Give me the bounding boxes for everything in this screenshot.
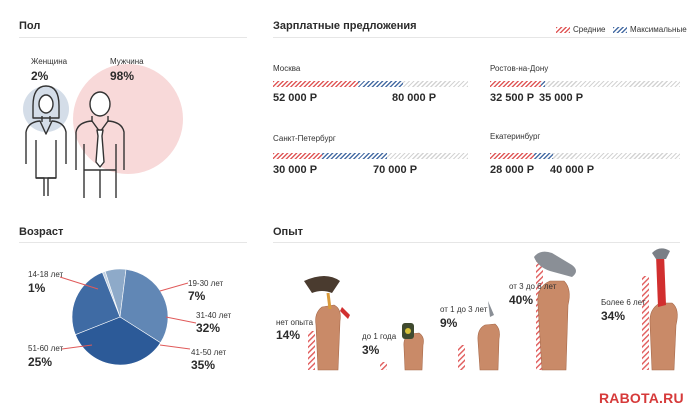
salary-title: Зарплатные предложения	[273, 20, 417, 32]
male-label: Мужчина	[110, 57, 144, 66]
experience-title: Опыт	[273, 226, 303, 238]
experience-label: от 1 до 3 лет	[440, 305, 488, 314]
pie-leader-line	[61, 344, 93, 350]
salary-avg-value: 52 000 Р	[273, 92, 318, 104]
age-percent: 25%	[28, 355, 53, 369]
experience-bar	[308, 331, 315, 370]
experience-bar-chart	[304, 248, 678, 371]
plunger-icon	[304, 276, 340, 293]
experience-label: от 3 до 6 лет	[509, 282, 557, 291]
salary-max-value: 35 000 Р	[539, 92, 584, 104]
pipe-icon	[534, 251, 576, 277]
age-label: 51-60 лет	[28, 344, 64, 353]
man-figure-icon	[75, 91, 125, 198]
legend-avg-label: Средние	[573, 25, 606, 34]
experience-percent: 9%	[440, 316, 458, 330]
salary-track	[490, 153, 680, 159]
salary-avg-value: 30 000 Р	[273, 164, 318, 176]
salary-avg-bar	[273, 153, 322, 159]
wrench-icon	[488, 301, 494, 317]
age-pie-chart	[59, 268, 197, 366]
salary-divider	[273, 37, 680, 38]
age-percent: 7%	[188, 289, 206, 303]
legend-max-label: Максимальные	[630, 25, 687, 34]
age-percent: 32%	[196, 321, 221, 335]
experience-bar	[642, 276, 649, 370]
experience-divider	[273, 242, 680, 243]
experience-label: до 1 года	[362, 332, 397, 341]
salary-max-bar	[273, 153, 387, 159]
experience-percent: 14%	[276, 328, 301, 342]
age-percent: 1%	[28, 281, 46, 295]
pie-leader-line	[159, 282, 189, 292]
pie-leader-line	[165, 316, 197, 324]
woman-figure-icon	[25, 85, 67, 196]
city-name: Ростов-на-Дону	[490, 64, 549, 73]
age-label: 31-40 лет	[196, 311, 232, 320]
age-divider	[19, 242, 247, 243]
gender-title: Пол	[19, 20, 41, 32]
experience-bar	[458, 345, 465, 370]
pie-slice	[74, 316, 161, 366]
experience-label: Более 6 лет	[601, 298, 646, 307]
pie-leader-line	[59, 276, 99, 290]
experience-percent: 40%	[509, 293, 534, 307]
experience-bar	[380, 362, 387, 370]
gender-figures	[23, 64, 183, 198]
tool-icons	[304, 248, 670, 339]
experience-percent: 34%	[601, 309, 626, 323]
salary-avg-bar	[490, 153, 534, 159]
pipe-wrench-icon	[656, 253, 666, 307]
salary-avg-bar	[273, 81, 358, 87]
arm-icon	[649, 302, 678, 371]
salary-avg-value: 28 000 Р	[490, 164, 535, 176]
city-name: Санкт-Петербург	[273, 134, 336, 143]
arm-icon	[537, 280, 570, 371]
arm-illustrations	[315, 280, 678, 371]
city-name: Екатеринбург	[490, 132, 541, 141]
salary-avg-bar	[490, 81, 541, 87]
arm-icon	[315, 304, 341, 371]
experience-percent: 3%	[362, 343, 380, 357]
age-label: 14-18 лет	[28, 270, 64, 279]
female-label: Женщина	[31, 57, 68, 66]
legend-max-swatch	[613, 27, 627, 33]
pie-leader-line	[159, 344, 191, 350]
age-label: 41-50 лет	[191, 348, 227, 357]
rabota-logo: RABOTA.RU	[599, 390, 684, 406]
salary-track	[490, 81, 680, 87]
gender-divider	[19, 37, 247, 38]
pie-slice	[71, 271, 121, 336]
age-percent: 35%	[191, 358, 216, 372]
city-name: Москва	[273, 64, 301, 73]
arm-icon	[403, 332, 424, 371]
female-percent: 2%	[31, 69, 49, 83]
experience-label: нет опыта	[276, 318, 314, 327]
salary-max-value: 40 000 Р	[550, 164, 595, 176]
age-title: Возраст	[19, 226, 64, 238]
legend-avg-swatch	[556, 27, 570, 33]
salary-max-value: 80 000 Р	[392, 92, 437, 104]
age-label: 19-30 лет	[188, 279, 224, 288]
male-percent: 98%	[110, 69, 135, 83]
salary-max-value: 70 000 Р	[373, 164, 418, 176]
arm-icon	[477, 323, 500, 371]
salary-avg-value: 32 500 Р	[490, 92, 535, 104]
